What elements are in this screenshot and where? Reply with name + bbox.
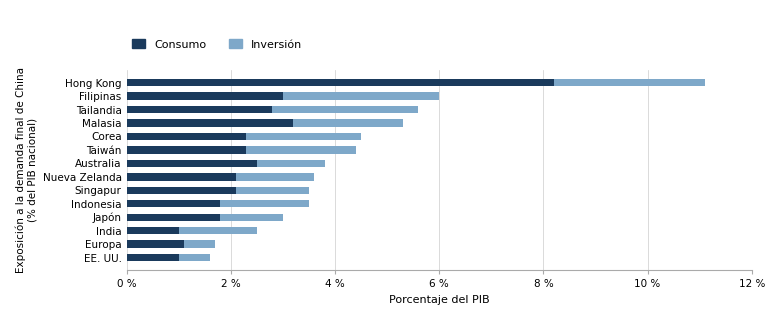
Bar xyxy=(126,106,272,113)
Bar xyxy=(179,254,210,261)
Bar xyxy=(184,240,215,248)
Bar xyxy=(126,187,236,194)
Bar xyxy=(246,133,361,140)
Bar xyxy=(126,200,220,207)
Bar xyxy=(126,92,283,100)
Bar xyxy=(126,254,179,261)
Bar xyxy=(126,133,246,140)
X-axis label: Porcentaje del PIB: Porcentaje del PIB xyxy=(389,295,490,305)
Bar xyxy=(220,200,309,207)
Bar xyxy=(126,79,554,86)
Bar xyxy=(126,119,293,127)
Bar xyxy=(126,213,220,221)
Y-axis label: Exposición a la demanda final de China
(% del PIB nacional): Exposición a la demanda final de China (… xyxy=(15,67,37,273)
Bar xyxy=(293,119,402,127)
Bar xyxy=(246,146,356,154)
Bar xyxy=(126,240,184,248)
Bar xyxy=(126,146,246,154)
Bar xyxy=(272,106,418,113)
Bar xyxy=(283,92,439,100)
Legend: Consumo, Inversión: Consumo, Inversión xyxy=(132,39,302,50)
Bar xyxy=(554,79,705,86)
Bar xyxy=(257,160,324,167)
Bar xyxy=(236,187,309,194)
Bar xyxy=(220,213,283,221)
Bar xyxy=(126,160,257,167)
Bar xyxy=(179,227,257,234)
Bar xyxy=(236,173,314,180)
Bar xyxy=(126,173,236,180)
Bar xyxy=(126,227,179,234)
